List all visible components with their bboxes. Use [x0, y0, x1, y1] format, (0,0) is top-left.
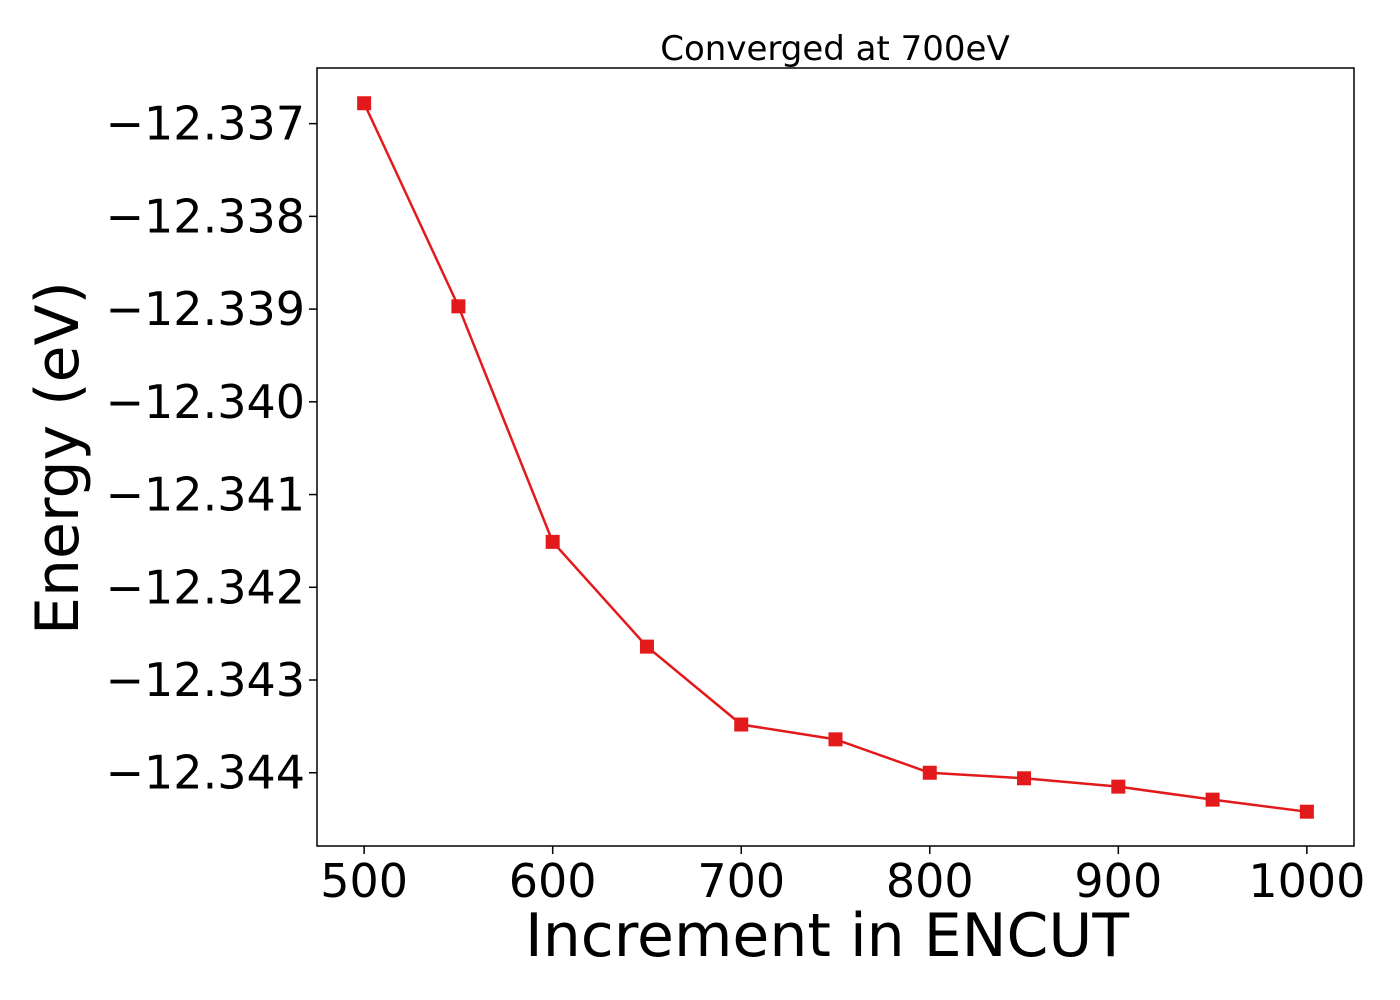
data-point-marker [1111, 779, 1126, 794]
chart-title: Converged at 700eV [660, 29, 1009, 69]
y-tick-label: −12.338 [106, 189, 306, 243]
data-point-marker [357, 96, 372, 111]
data-point-marker [545, 534, 560, 549]
y-tick-label: −12.343 [106, 653, 306, 707]
data-point-marker [1205, 792, 1220, 807]
x-tick-label: 500 [320, 854, 408, 908]
y-axis-label: Energy (eV) [23, 281, 93, 635]
data-point-marker [734, 717, 749, 732]
x-tick-label: 700 [697, 854, 785, 908]
data-point-marker [639, 639, 654, 654]
data-point-marker [1299, 804, 1314, 819]
y-tick-label: −12.344 [106, 746, 306, 800]
x-axis: 500 600 700 800 900 1000 [320, 846, 1365, 908]
x-tick-label: 900 [1074, 854, 1162, 908]
y-tick-label: −12.339 [106, 282, 306, 336]
y-axis: −12.337 −12.338 −12.339 −12.340 −12.341 −12.3… [106, 97, 317, 800]
x-tick-label: 1000 [1248, 854, 1365, 908]
data-point-marker [1017, 771, 1032, 786]
data-point-marker [828, 732, 843, 747]
series-line [363, 102, 1308, 813]
data-point-marker [451, 299, 466, 314]
x-tick-label: 800 [886, 854, 974, 908]
plot-area-frame [316, 67, 1355, 847]
y-tick-label: −12.342 [106, 560, 306, 614]
y-tick-label: −12.341 [106, 468, 306, 522]
series-layer [357, 96, 1314, 819]
y-tick-label: −12.337 [106, 97, 306, 151]
x-tick-label: 600 [509, 854, 597, 908]
y-tick-label: −12.340 [106, 375, 306, 429]
data-point-marker [922, 765, 937, 780]
x-axis-label: Increment in ENCUT [525, 901, 1129, 971]
